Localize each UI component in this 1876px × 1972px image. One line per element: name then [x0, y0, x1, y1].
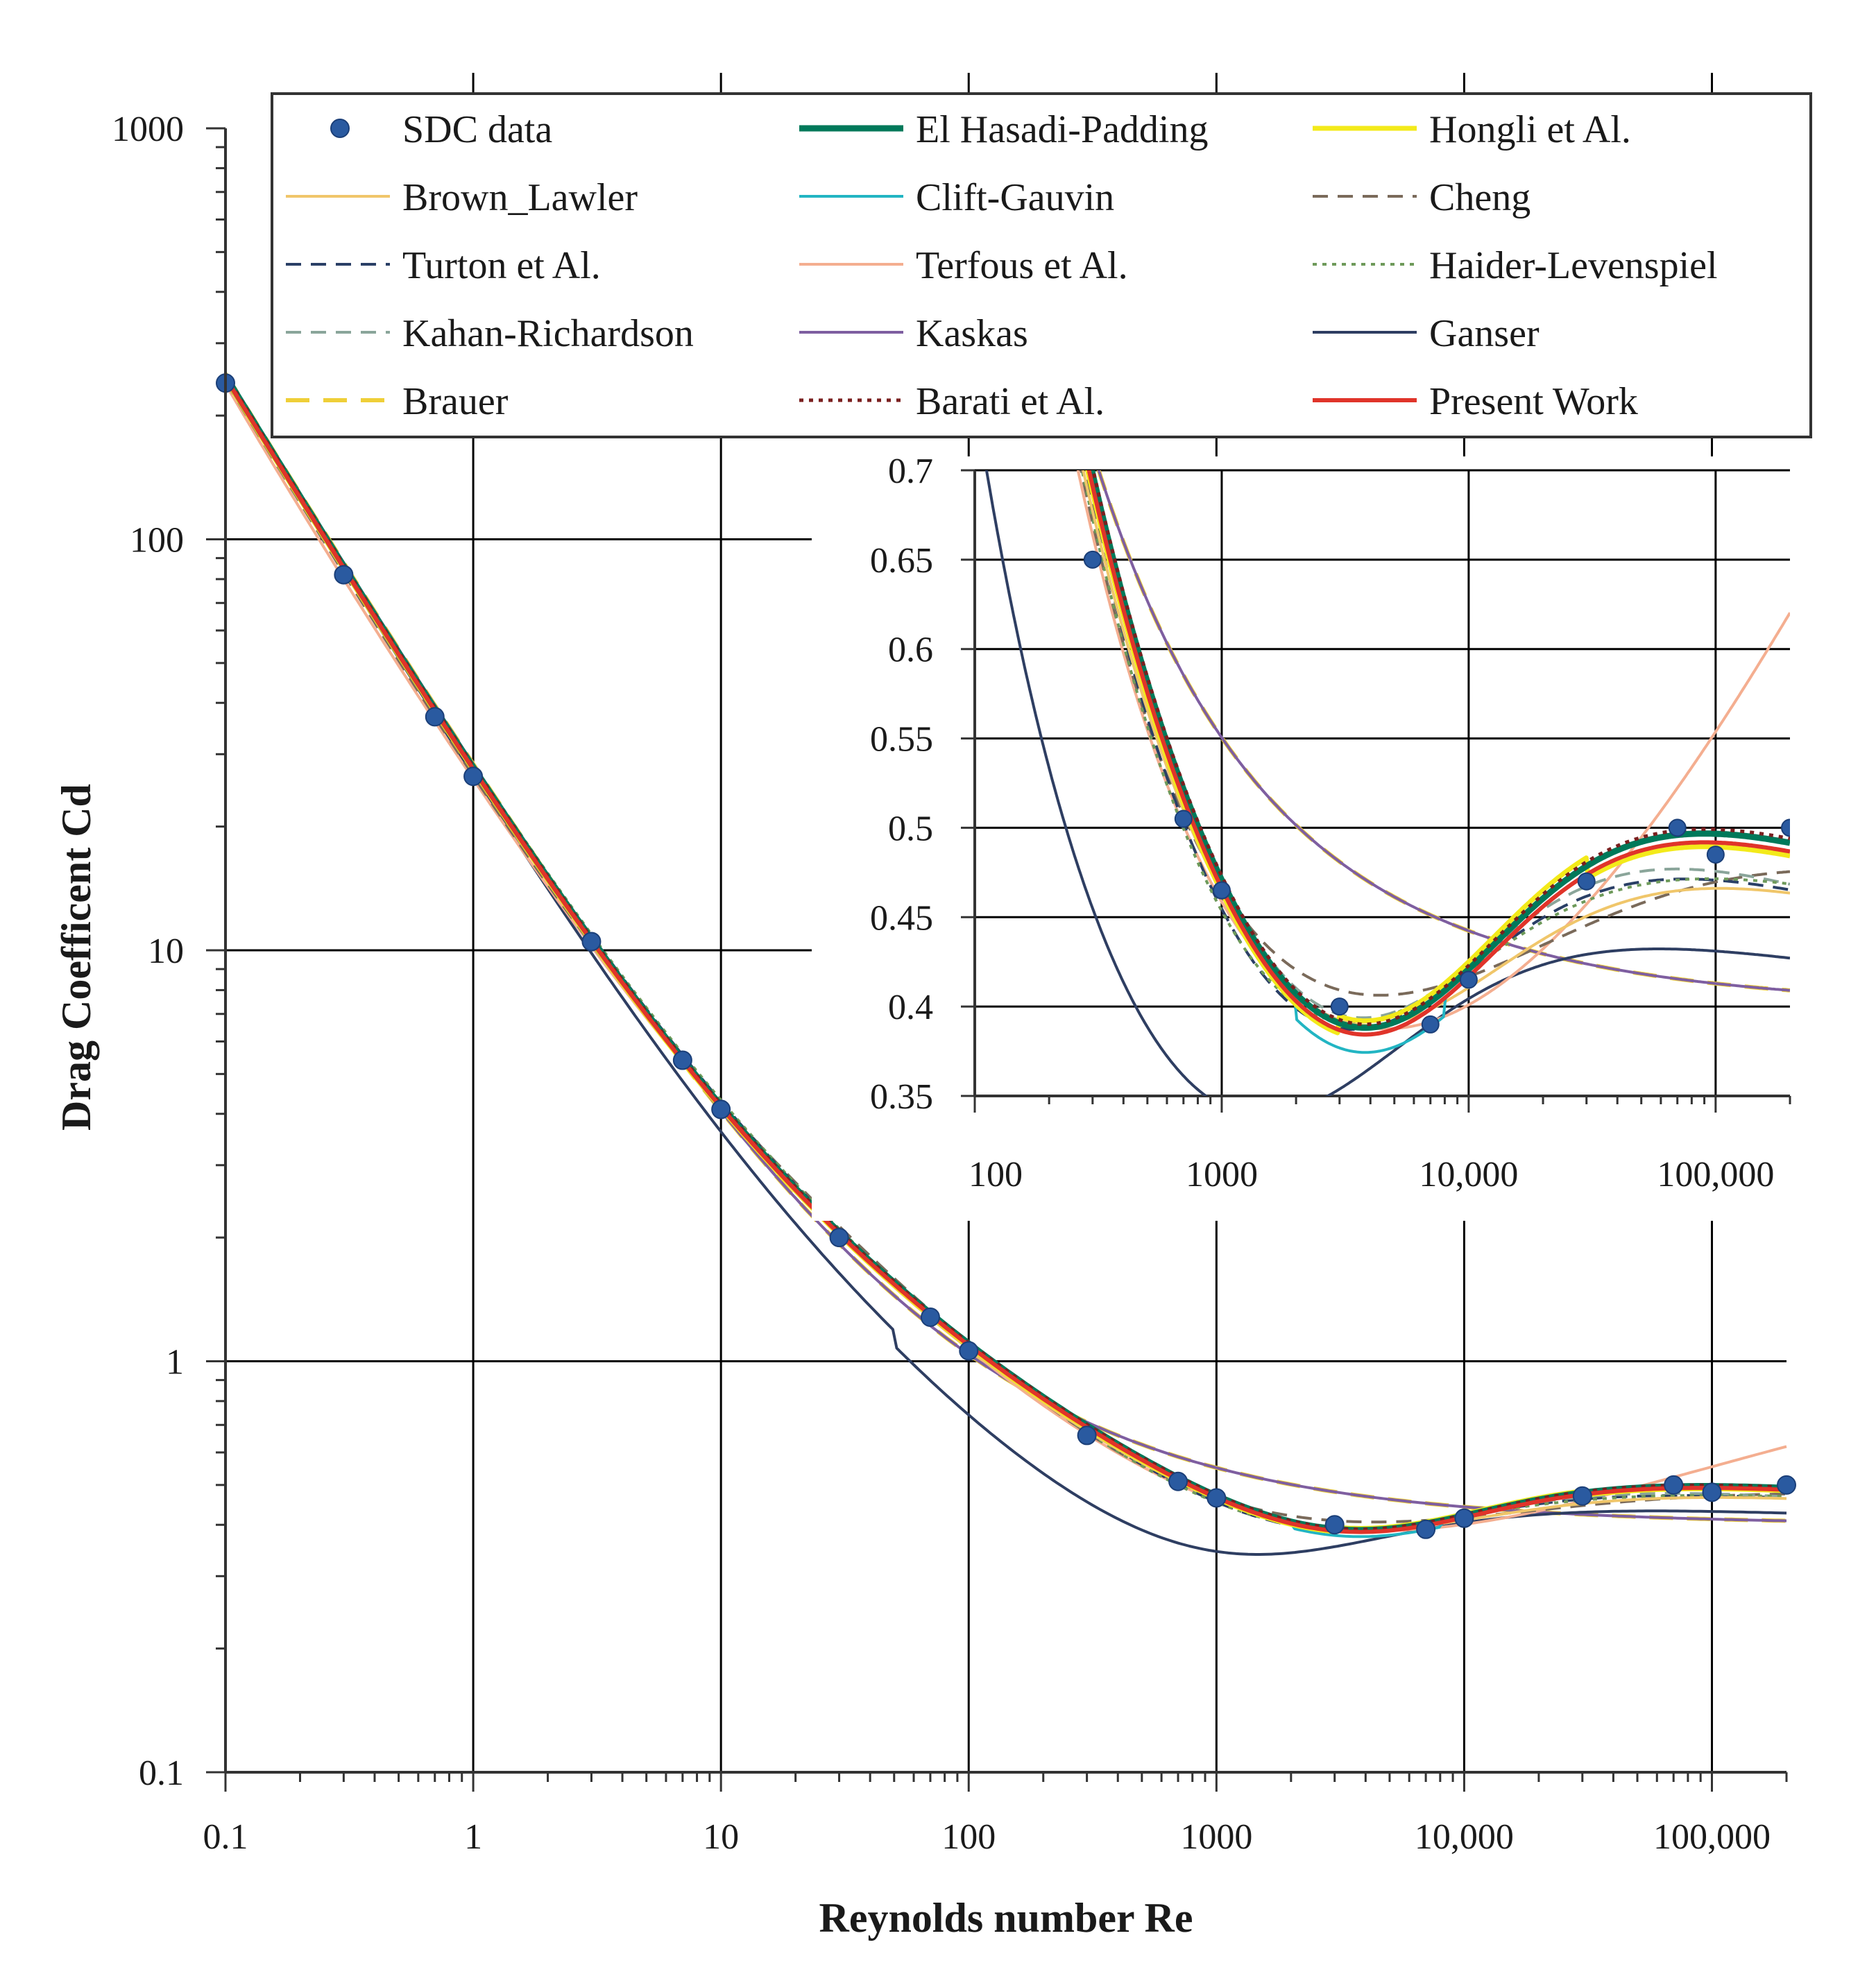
legend-label-brauer: Brauer — [402, 380, 509, 423]
inset-points — [1083, 550, 1790, 1034]
legend-marker-sdc-data — [330, 119, 350, 138]
inset-y-tick-label: 0.4 — [888, 988, 933, 1027]
legend-label-el-hasadi-padding: El Hasadi-Padding — [916, 108, 1208, 151]
x-tick-label: 1 — [464, 1817, 482, 1857]
y-tick-label: 1 — [166, 1343, 184, 1382]
y-tick-label: 0.1 — [139, 1754, 184, 1793]
y-axis-title: Drag Coefficent Cd — [53, 784, 99, 1131]
legend: SDC data El Hasadi-Padding Hongli et Al. Br… — [271, 92, 1812, 438]
sdc-point — [1168, 1471, 1188, 1491]
curve-present-work — [223, 376, 1787, 1534]
inset-chart: 0.35 0.4 0.45 0.5 0.55 0.6 0.65 0.7 100 1000 10,00… — [812, 452, 1807, 1221]
inset-curve-cheng — [1080, 470, 1790, 997]
legend-label-hongli-et-al: Hongli et Al. — [1429, 108, 1631, 151]
y-tick-label: 1000 — [112, 110, 184, 149]
inset-y-tick-label: 0.55 — [870, 720, 933, 760]
sdc-point — [1077, 1425, 1097, 1446]
inset-x-tick-label: 100 — [969, 1155, 1023, 1194]
sdc-point — [711, 1099, 731, 1120]
main-axes: 0.1 1 10 100 1000 10,000 100,000 0.1 1 10 100 1000 — [112, 110, 1788, 1857]
sdc-point — [1572, 1486, 1592, 1506]
legend-label-cheng: Cheng — [1429, 176, 1530, 219]
sdc-point — [1454, 1508, 1474, 1528]
inset-sdc-point — [1174, 809, 1193, 828]
inset-sdc-point — [1459, 970, 1478, 989]
inset-curve-ganser — [984, 470, 1790, 1096]
inset-x-tick-label: 1000 — [1186, 1155, 1258, 1194]
x-tick-label: 100,000 — [1653, 1817, 1771, 1857]
inset-sdc-point — [1421, 1015, 1440, 1034]
sdc-point — [463, 766, 484, 787]
inset-y-tick-label: 0.5 — [888, 809, 933, 848]
main-points — [216, 373, 1796, 1539]
inset-sdc-point — [1577, 872, 1596, 891]
sdc-point — [1324, 1515, 1345, 1535]
x-tick-label: 10 — [703, 1817, 739, 1857]
inset-y-tick-label: 0.6 — [888, 631, 933, 670]
legend-label-kaskas: Kaskas — [916, 312, 1028, 355]
sdc-point — [334, 565, 354, 585]
inset-curve-present-work — [1086, 470, 1790, 1037]
x-tick-label: 10,000 — [1415, 1817, 1514, 1857]
sdc-point — [1777, 1475, 1796, 1495]
inset-sdc-point — [1706, 846, 1725, 864]
legend-label-present-work: Present Work — [1429, 380, 1638, 423]
legend-label-brown-lawler: Brown_Lawler — [402, 176, 638, 219]
inset-y-tick-label: 0.35 — [870, 1077, 933, 1117]
sdc-point — [581, 932, 602, 952]
inset-sdc-point — [1083, 550, 1102, 569]
main-curves — [223, 372, 1787, 1556]
inset-y-tick-label: 0.7 — [888, 452, 933, 491]
inset-curves — [984, 470, 1790, 1096]
legend-label-sdc-data: SDC data — [402, 108, 552, 151]
sdc-point — [920, 1307, 940, 1327]
inset-sdc-point — [1781, 818, 1790, 837]
inset-curve-barati-et-al — [1091, 470, 1790, 1027]
legend-label-haider-levenspiel: Haider-Levenspiel — [1429, 244, 1718, 287]
sdc-point — [959, 1341, 979, 1361]
legend-label-barati-et-al: Barati et Al. — [916, 380, 1105, 423]
x-axis-title: Reynolds number Re — [819, 1895, 1193, 1941]
sdc-point — [1702, 1482, 1722, 1502]
inset-y-tick-label: 0.65 — [870, 541, 933, 581]
sdc-point — [1416, 1519, 1436, 1539]
inset-sdc-point — [1330, 997, 1349, 1016]
legend-label-turton-et-al: Turton et Al. — [402, 244, 601, 287]
inset-x-tick-label: 100,000 — [1657, 1155, 1774, 1194]
inset-sdc-point — [1668, 818, 1687, 837]
inset-curve-kaskas — [1097, 470, 1790, 992]
legend-label-terfous-et-al: Terfous et Al. — [916, 244, 1128, 287]
sdc-point — [672, 1050, 692, 1070]
inset-curve-el-hasadi-padding — [1089, 470, 1790, 1031]
x-tick-label: 0.1 — [203, 1817, 248, 1857]
sdc-point — [425, 707, 445, 727]
legend-label-kahan-richardson: Kahan-Richardson — [402, 312, 694, 355]
y-tick-label: 10 — [148, 932, 184, 971]
sdc-point — [1664, 1475, 1684, 1495]
x-tick-label: 1000 — [1180, 1817, 1252, 1857]
legend-box — [271, 92, 1812, 438]
y-tick-label: 100 — [130, 521, 184, 560]
inset-x-tick-label: 10,000 — [1419, 1155, 1518, 1194]
sdc-point — [1206, 1488, 1227, 1508]
inset-sdc-point — [1212, 881, 1231, 900]
inset-y-tick-label: 0.45 — [870, 898, 933, 938]
sdc-point — [829, 1228, 849, 1248]
legend-label-clift-gauvin: Clift-Gauvin — [916, 176, 1114, 219]
x-tick-label: 100 — [941, 1817, 996, 1857]
legend-label-ganser: Ganser — [1429, 312, 1540, 355]
